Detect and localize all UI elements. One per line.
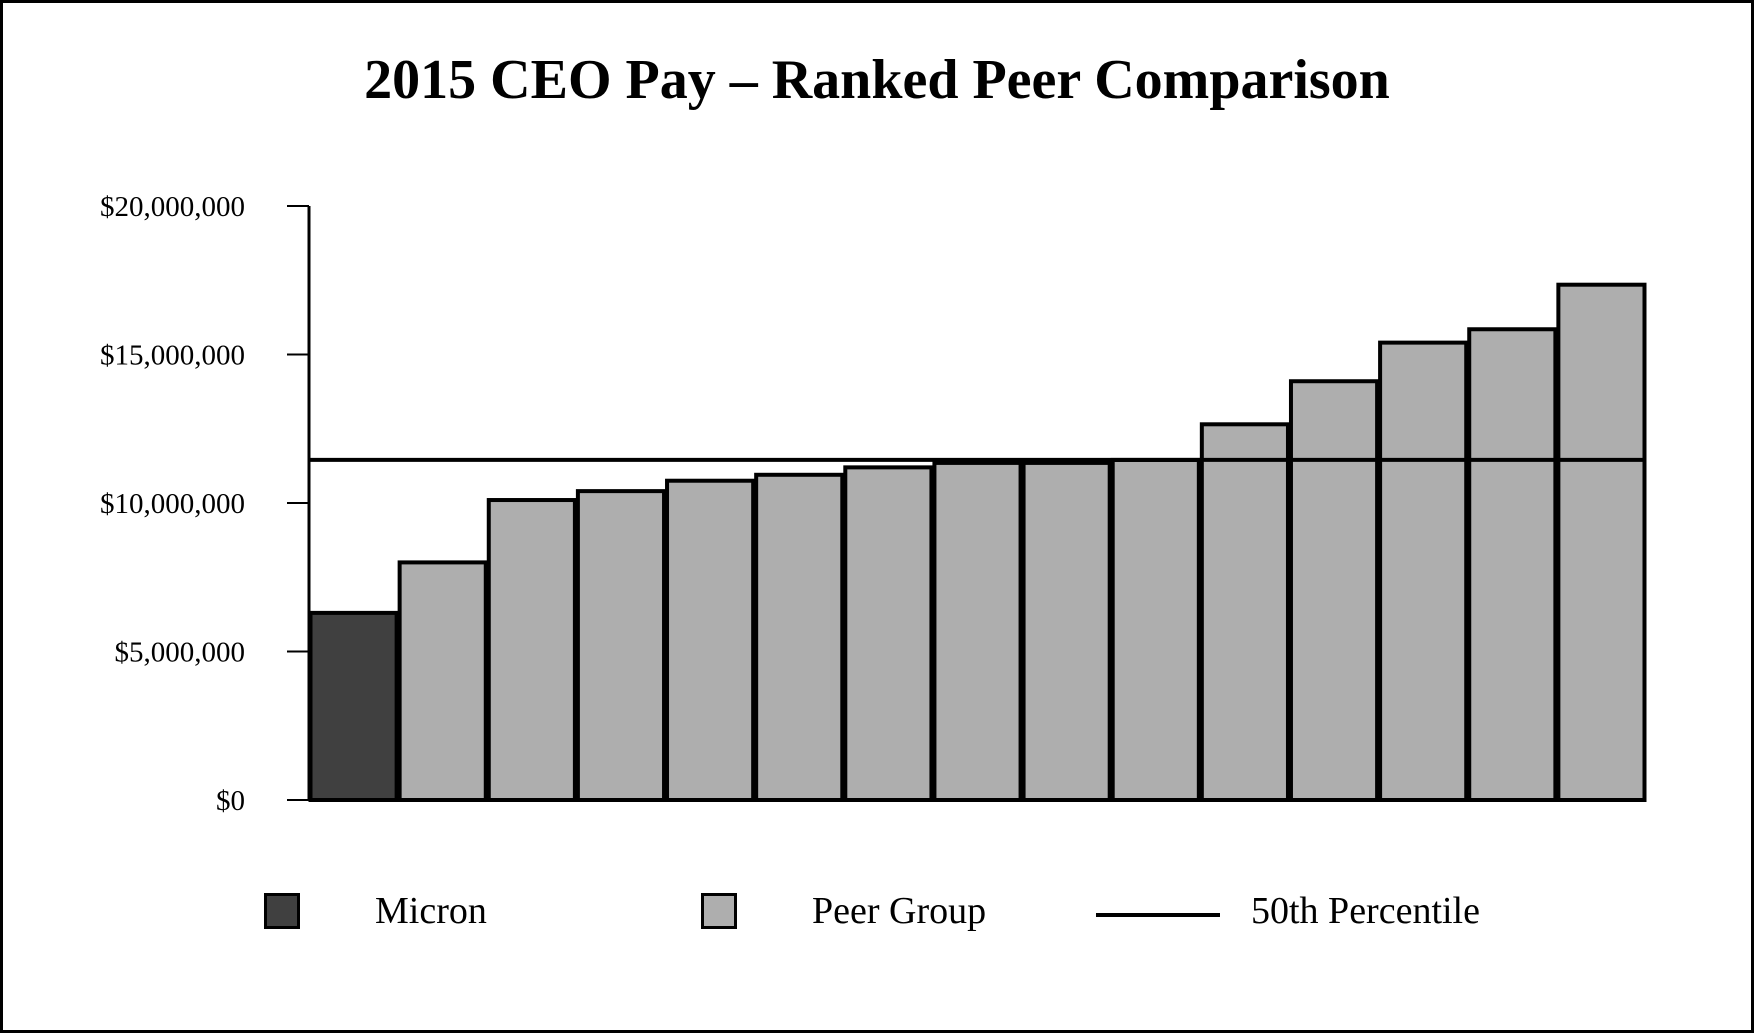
y-tick-label: $20,000,000 [100,191,245,223]
bar-peer-group [397,560,488,803]
legend-swatch-micron [264,893,300,929]
chart-title: 2015 CEO Pay – Ranked Peer Comparison [364,49,1390,111]
bar-peer-group [1556,282,1647,802]
legend-swatch-peer-group [701,893,737,929]
bar-micron [308,610,399,803]
bar-peer-group [665,478,756,802]
bar-series [308,282,1647,803]
bar-peer-group [932,460,1023,802]
legend-label-50th-percentile: 50th Percentile [1251,890,1480,932]
legend-line-50th-percentile [1096,913,1220,917]
legend-label-peer-group: Peer Group [812,890,987,932]
bar-peer-group [1378,340,1469,802]
bar-peer-group [1288,379,1380,802]
bar-peer-group [1199,422,1290,802]
y-tick-label: $0 [216,785,245,817]
legend-label-micron: Micron [375,890,487,932]
bar-peer-group [1110,457,1201,802]
bar-peer-group [486,498,577,802]
bar-peer-group [575,489,667,802]
bar-peer-group [843,465,934,802]
y-tick-label: $15,000,000 [100,340,245,372]
bar-peer-group [1021,460,1112,802]
y-tick-label: $5,000,000 [115,637,246,669]
y-axis: $0 $5,000,000 $10,000,000 $15,000,000 $20,00… [100,191,311,817]
y-tick-label: $10,000,000 [100,488,245,520]
bar-peer-group [754,472,845,802]
bar-peer-group [1467,327,1558,802]
